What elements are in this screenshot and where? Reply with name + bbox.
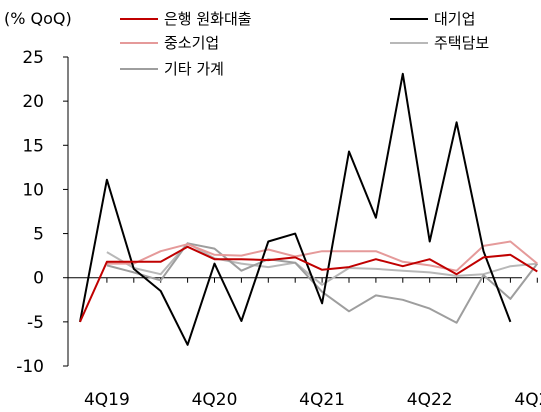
y-tick-label: 20 [22, 92, 44, 112]
y-tick-label: 15 [22, 136, 44, 156]
y-tick-label: 25 [22, 48, 44, 68]
x-tick-label: 4Q20 [192, 390, 238, 410]
series-line-대기업 [79, 72, 512, 346]
legend-label: 대기업 [434, 10, 475, 28]
legend-label: 은행 원화대출 [164, 10, 252, 28]
legend-item-기타-가계: 기타 가계 [120, 60, 224, 78]
y-tick-label: -5 [27, 313, 44, 333]
y-unit-label: (% QoQ) [4, 9, 72, 28]
x-tick-label: 4Q22 [407, 390, 453, 410]
series-line-기타-가계 [106, 242, 539, 324]
x-tick-label: 4Q19 [84, 390, 130, 410]
series-line-은행-원화대출 [79, 245, 538, 323]
x-tick-label: 4Q23 [514, 390, 541, 410]
legend-item-대기업: 대기업 [390, 10, 475, 28]
legend-label: 기타 가계 [164, 60, 224, 78]
y-tick-label: 5 [33, 225, 44, 245]
y-tick-label: 0 [33, 269, 44, 289]
series-line-주택담보 [106, 242, 538, 286]
axes: 25 20 15 10 5 0 -5 -10 4Q19 4Q20 4Q21 4Q22 4Q23 [16, 48, 541, 410]
series-line-중소기업 [106, 240, 538, 272]
legend-item-은행-원화대출: 은행 원화대출 [120, 10, 252, 28]
legend-item-중소기업: 중소기업 [120, 34, 219, 52]
y-tick-label: 10 [22, 180, 44, 200]
legend-label: 주택담보 [434, 34, 489, 52]
plot-area [79, 72, 539, 346]
x-tick-label: 4Q21 [299, 390, 345, 410]
legend-item-주택담보: 주택담보 [390, 34, 489, 52]
y-tick-label: -10 [16, 357, 44, 377]
legend-label: 중소기업 [164, 34, 219, 52]
